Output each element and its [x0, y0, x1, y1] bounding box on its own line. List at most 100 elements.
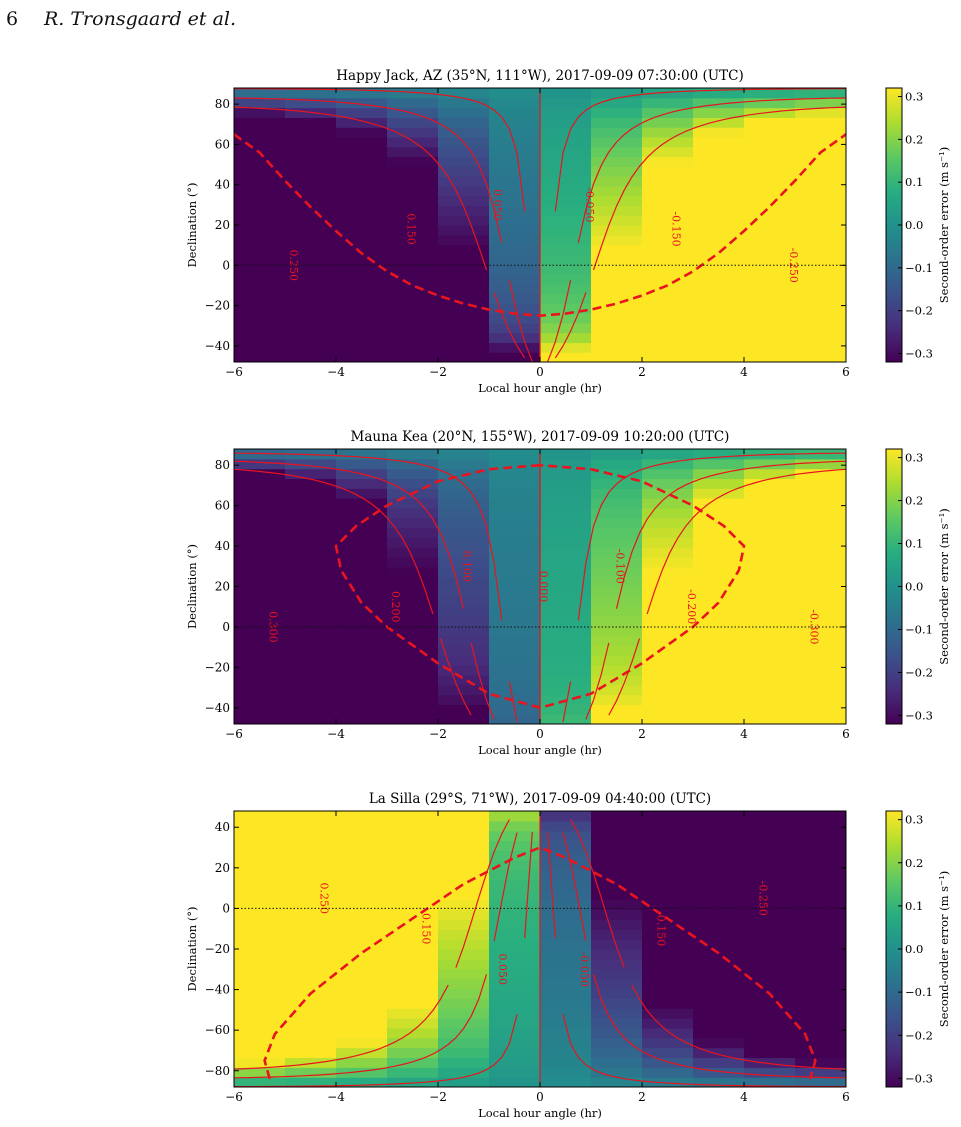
- heatmap-cell: [336, 635, 388, 647]
- heatmap-cell: [285, 880, 337, 891]
- heatmap-cell: [795, 332, 846, 344]
- heatmap-cell: [540, 215, 592, 226]
- heatmap-cell: [336, 547, 388, 558]
- heatmap-cell: [744, 1067, 796, 1078]
- contour-label: 0.100: [461, 551, 474, 583]
- heatmap-cell: [387, 645, 439, 656]
- heatmap-cell: [744, 968, 796, 980]
- heatmap-cell: [642, 840, 694, 852]
- heatmap-cell: [591, 811, 643, 822]
- heatmap-cell: [234, 1037, 286, 1049]
- heatmap-cell: [540, 244, 592, 255]
- running-author-line: R. Tronsgaard et al.: [44, 8, 237, 30]
- heatmap-cell: [795, 860, 846, 871]
- heatmap-cell: [795, 488, 846, 499]
- heatmap-cell: [387, 468, 439, 480]
- heatmap-cell: [795, 586, 846, 597]
- heatmap-cell: [489, 547, 541, 558]
- heatmap-cell: [744, 136, 796, 148]
- heatmap-cell: [744, 273, 796, 285]
- heatmap-cell: [438, 166, 490, 177]
- heatmap: [234, 449, 846, 724]
- x-tick-label: 0: [536, 365, 544, 379]
- heatmap-cell: [438, 342, 490, 353]
- heatmap-cell: [591, 596, 643, 607]
- heatmap-cell: [234, 458, 286, 470]
- heatmap-cell: [693, 332, 745, 344]
- y-tick-label: −40: [205, 983, 230, 997]
- colorbar-tick-label: 0.3: [905, 90, 923, 104]
- heatmap-cell: [285, 1027, 337, 1039]
- heatmap-cell: [489, 176, 541, 187]
- heatmap-cell: [795, 1047, 846, 1059]
- heatmap-cell: [795, 498, 846, 509]
- heatmap-cell: [336, 880, 388, 891]
- horizon-curve: [234, 133, 846, 318]
- heatmap-cell: [489, 136, 541, 148]
- heatmap-cell: [234, 557, 286, 568]
- colorbar-tick-label: −0.3: [905, 708, 933, 722]
- heatmap-cell: [642, 665, 694, 676]
- heatmap-cell: [285, 704, 337, 715]
- heatmap-cell: [387, 1057, 439, 1068]
- heatmap-cell: [438, 811, 490, 822]
- heatmap-cell: [744, 870, 796, 881]
- heatmap-cell: [744, 899, 796, 911]
- heatmap-cell: [693, 88, 745, 99]
- heatmap-cell: [744, 234, 796, 246]
- heatmap-cell: [285, 156, 337, 167]
- heatmap-cell: [438, 88, 490, 99]
- heatmap-cell: [234, 205, 286, 216]
- heatmap-cell: [285, 1067, 337, 1078]
- heatmap-cell: [591, 244, 643, 255]
- heatmap-cell: [591, 254, 643, 265]
- heatmap-cell: [234, 645, 286, 656]
- heatmap-cell: [540, 566, 592, 578]
- heatmap-cell: [795, 929, 846, 940]
- heatmap-cell: [642, 303, 694, 314]
- heatmap-cell: [489, 889, 541, 901]
- heatmap-cell: [744, 313, 796, 324]
- heatmap-cell: [489, 606, 541, 617]
- contour-label: 0.150: [420, 913, 433, 945]
- heatmap-cell: [387, 146, 439, 158]
- heatmap-cell: [642, 880, 694, 891]
- heatmap-cell: [540, 264, 592, 275]
- x-tick-label: 6: [842, 1090, 850, 1104]
- heatmap-cell: [489, 968, 541, 980]
- heatmap-cell: [387, 478, 439, 489]
- heatmap-cell: [438, 1037, 490, 1049]
- heatmap-cell: [387, 264, 439, 275]
- heatmap-cell: [591, 625, 643, 637]
- heatmap-cell: [693, 498, 745, 509]
- heatmap-cell: [795, 234, 846, 246]
- heatmap-cell: [795, 527, 846, 538]
- heatmap-cell: [693, 998, 745, 1009]
- heatmap-cell: [387, 576, 439, 588]
- contour-label: -0.150: [654, 911, 667, 946]
- contour-label: -0.100: [614, 549, 627, 584]
- heatmap-cell: [234, 547, 286, 558]
- heatmap-cell: [642, 1047, 694, 1059]
- heatmap-cell: [540, 117, 592, 128]
- heatmap-cell: [234, 1067, 286, 1078]
- heatmap-cell: [285, 1047, 337, 1059]
- heatmap-cell: [489, 811, 541, 822]
- heatmap-cell: [387, 215, 439, 226]
- heatmap-cell: [744, 625, 796, 637]
- heatmap-cell: [591, 449, 643, 460]
- heatmap-cell: [387, 547, 439, 558]
- heatmap-cell: [489, 1077, 541, 1087]
- heatmap-cell: [693, 899, 745, 911]
- heatmap-cell: [744, 146, 796, 158]
- heatmap-cell: [438, 107, 490, 118]
- heatmap-cell: [540, 586, 592, 597]
- heatmap-cell: [693, 958, 745, 970]
- heatmap-cell: [336, 1027, 388, 1039]
- heatmap-cell: [234, 1047, 286, 1059]
- heatmap-cell: [489, 449, 541, 460]
- heatmap-cell: [795, 322, 846, 334]
- y-tick-label: −20: [205, 942, 230, 956]
- heatmap-cell: [795, 909, 846, 921]
- heatmap-cell: [642, 645, 694, 656]
